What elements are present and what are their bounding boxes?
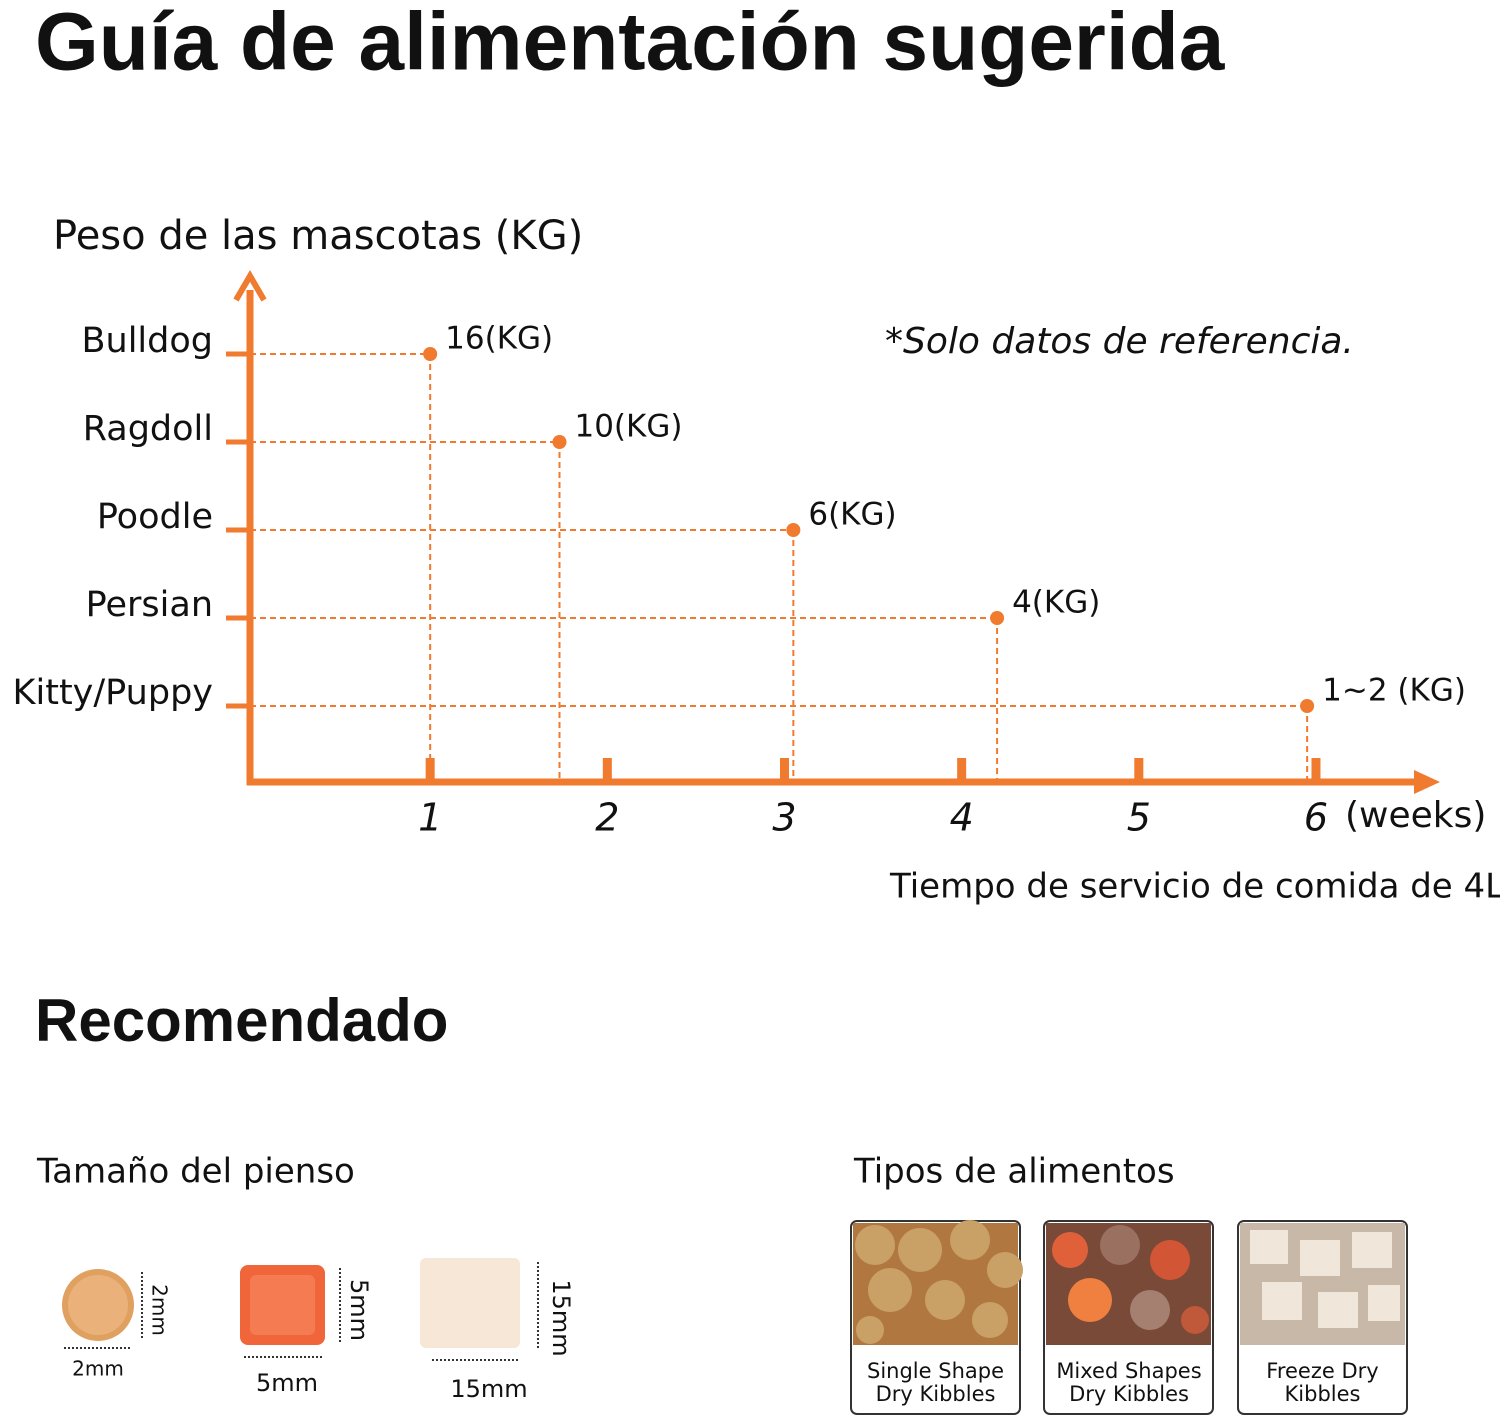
x-axis-label: Tiempo de servicio de comida de 4L bbox=[889, 867, 1500, 907]
point-label: 16(KG) bbox=[445, 321, 553, 357]
note: *Solo datos de referencia. bbox=[885, 321, 1354, 362]
size-height: 5mm bbox=[345, 1279, 373, 1341]
size-height: 2mm bbox=[148, 1284, 172, 1336]
x-axis-arrow bbox=[1414, 770, 1440, 794]
dimension-lines bbox=[64, 1262, 539, 1361]
y-tick-label: Ragdoll bbox=[83, 409, 213, 449]
point-label: 1~2 (KG) bbox=[1322, 673, 1466, 709]
section-title: Recomendado bbox=[35, 987, 448, 1054]
size-width: 2mm bbox=[72, 1357, 124, 1381]
y-tick-label: Kitty/Puppy bbox=[13, 673, 213, 713]
x-tick-label: 1 bbox=[418, 796, 442, 840]
x-tick-label: 2 bbox=[595, 796, 619, 840]
y-axis-arrow bbox=[233, 270, 267, 302]
point-label: 6(KG) bbox=[808, 497, 896, 533]
x-tick-label: 6 bbox=[1304, 796, 1328, 840]
size-width: 15mm bbox=[450, 1375, 527, 1403]
food-type-label: Dry Kibbles bbox=[876, 1382, 996, 1406]
food-type-label: Mixed Shapes bbox=[1056, 1359, 1201, 1383]
x-tick-label: 5 bbox=[1127, 796, 1151, 840]
subsection-title: Tamaño del pienso bbox=[36, 1152, 355, 1192]
y-axis-label: Peso de las mascotas (KG) bbox=[53, 213, 583, 259]
x-tick-label: 3 bbox=[772, 796, 796, 840]
y-tick-label: Persian bbox=[86, 585, 213, 625]
subsection-title: Tipos de alimentos bbox=[853, 1152, 1175, 1192]
point bbox=[990, 611, 1005, 625]
x-unit: (weeks) bbox=[1345, 795, 1486, 836]
y-tick-label: Poodle bbox=[97, 497, 213, 537]
food-type-label: Kibbles bbox=[1285, 1382, 1361, 1406]
size-width: 5mm bbox=[256, 1369, 318, 1397]
point bbox=[1300, 699, 1315, 713]
point bbox=[423, 347, 438, 361]
point-label: 4(KG) bbox=[1012, 585, 1100, 621]
food-images bbox=[850, 1220, 1408, 1415]
point bbox=[552, 435, 567, 449]
size-height: 15mm bbox=[547, 1279, 575, 1356]
x-tick-label: 4 bbox=[950, 796, 974, 840]
point-label: 10(KG) bbox=[574, 409, 682, 445]
point bbox=[786, 523, 801, 537]
kibble-round-inner bbox=[68, 1275, 128, 1335]
page-title: Guía de alimentación sugerida bbox=[35, 0, 1226, 88]
food-type-label: Freeze Dry bbox=[1266, 1359, 1378, 1383]
kibble-square-inner bbox=[250, 1275, 315, 1335]
food-type-label: Dry Kibbles bbox=[1069, 1382, 1189, 1406]
food-type-label: Single Shape bbox=[867, 1359, 1004, 1383]
kibble-cube bbox=[420, 1258, 520, 1348]
y-tick-label: Bulldog bbox=[82, 321, 214, 361]
